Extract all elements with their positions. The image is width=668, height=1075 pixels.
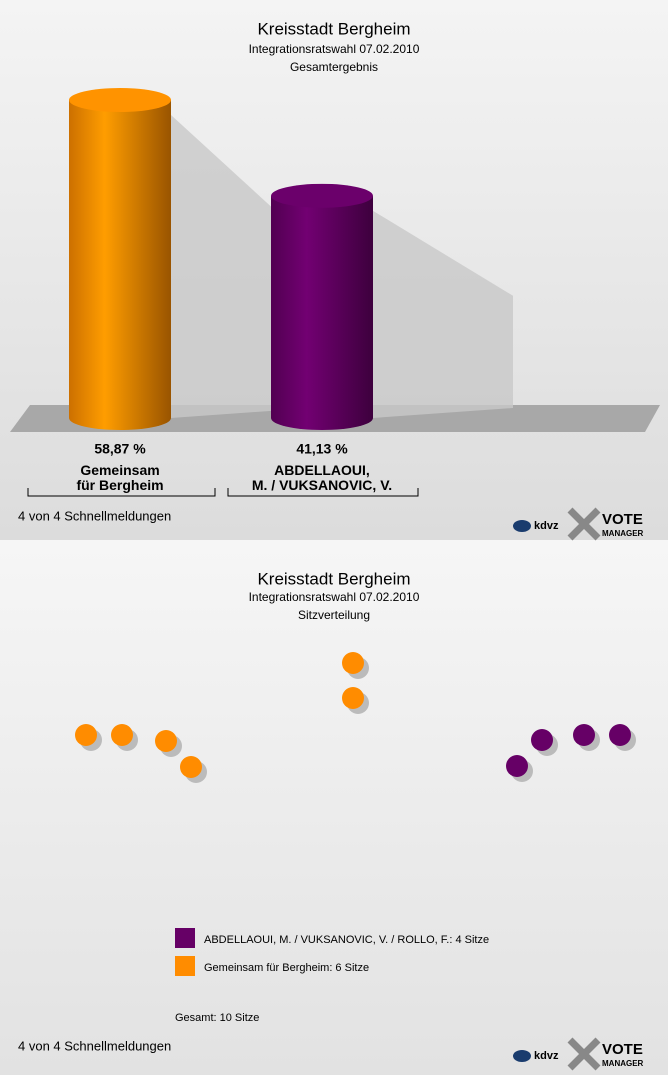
seat — [342, 687, 364, 709]
logo-x — [567, 507, 601, 541]
logo-mark — [513, 520, 531, 532]
x-tick-label: ABDELLAOUI, M. / VUKSANOVIC, V. — [251, 462, 393, 493]
logo-mark — [513, 1050, 531, 1062]
seat — [609, 724, 631, 746]
logo-brand: kdvz — [534, 520, 559, 532]
seat — [573, 724, 595, 746]
category-bracket — [227, 488, 419, 497]
seat — [111, 724, 133, 746]
chart-caption: Sitzverteilung — [298, 608, 370, 622]
logo-brand: kdvz — [534, 1050, 559, 1062]
seat — [342, 652, 364, 674]
seat — [506, 755, 528, 777]
category-bracket — [27, 488, 216, 497]
logo-x — [567, 1037, 601, 1071]
legend-label: Gemeinsam für Bergheim: 6 Sitze — [204, 962, 369, 974]
value-label: 41,13 % — [296, 441, 348, 457]
legend-swatch — [175, 928, 195, 948]
seat — [155, 730, 177, 752]
logo-product-sub: MANAGER — [602, 1059, 644, 1068]
total-label: Gesamt: 10 Sitze — [175, 1012, 259, 1024]
bar-top — [271, 183, 373, 208]
background — [0, 540, 668, 1075]
logo-product-sub: MANAGER — [602, 529, 644, 538]
footnote: 4 von 4 Schnellmeldungen — [18, 508, 171, 523]
chart-subtitle: Integrationsratswahl 07.02.2010 — [249, 590, 420, 604]
x-tick-label: Gemeinsam für Bergheim — [76, 462, 164, 493]
value-label: 58,87 % — [94, 441, 146, 457]
seat — [75, 724, 97, 746]
chart-subtitle: Integrationsratswahl 07.02.2010 — [249, 42, 420, 56]
logo-product: VOTE — [602, 1041, 643, 1058]
chart-caption: Gesamtergebnis — [290, 60, 378, 74]
logo-product: VOTE — [602, 511, 643, 528]
seat — [531, 729, 553, 751]
bar-top — [69, 88, 171, 112]
legend-label: ABDELLAOUI, M. / VUKSANOVIC, V. / ROLLO,… — [204, 934, 489, 946]
legend-swatch — [175, 956, 195, 976]
bar — [69, 100, 171, 430]
bar-shadow — [373, 210, 513, 418]
footnote: 4 von 4 Schnellmeldungen — [18, 1038, 171, 1053]
bar — [271, 195, 373, 430]
chart-title: Kreisstadt Bergheim — [257, 19, 410, 38]
seat — [180, 756, 202, 778]
chart-title: Kreisstadt Bergheim — [257, 569, 410, 588]
